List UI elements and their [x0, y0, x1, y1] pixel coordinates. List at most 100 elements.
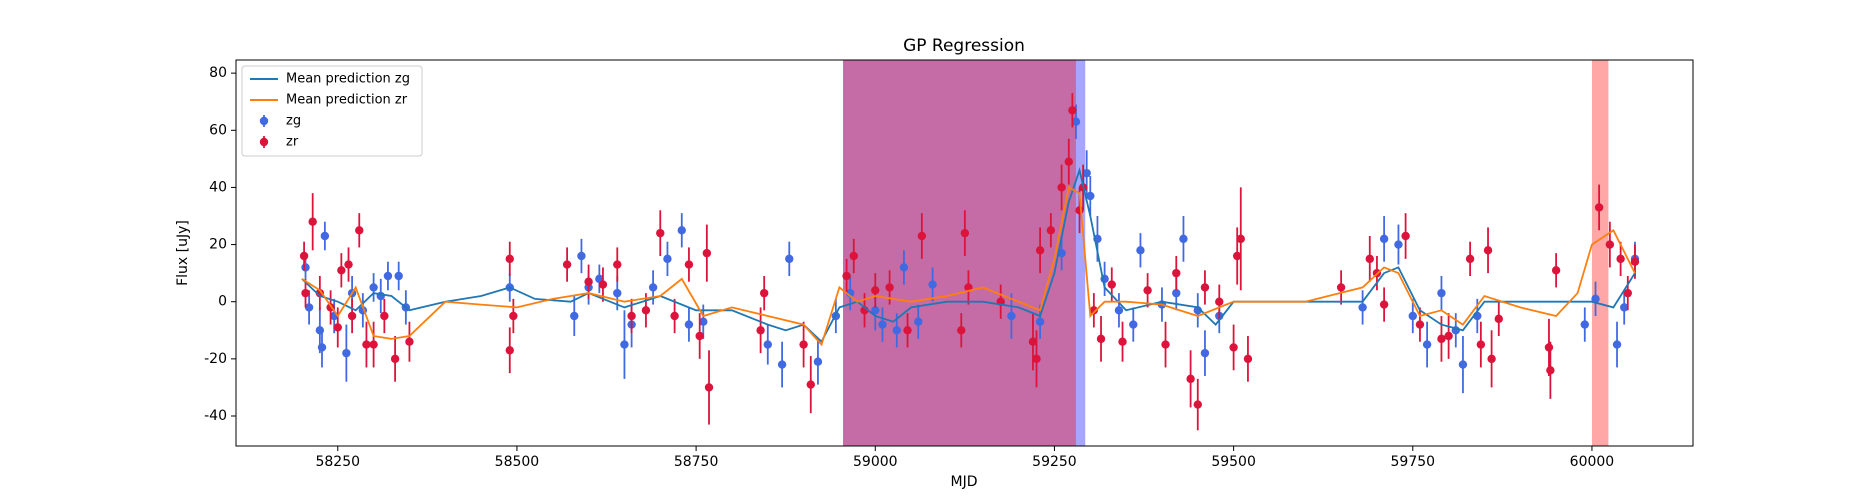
data-point — [1035, 317, 1045, 326]
data-point — [1437, 334, 1446, 344]
data-point — [1546, 366, 1555, 375]
data-point — [308, 217, 317, 226]
y-tick-label: 60 — [209, 122, 227, 138]
data-point — [620, 340, 629, 349]
data-point — [1172, 288, 1181, 298]
data-point — [1114, 306, 1124, 315]
data-point — [1172, 268, 1181, 278]
x-axis-label: MJD — [951, 474, 978, 490]
data-point — [759, 288, 769, 298]
data-point — [849, 251, 858, 261]
data-point — [1089, 306, 1099, 315]
y-tick-label: 20 — [209, 237, 227, 253]
data-point — [1200, 283, 1210, 292]
data-point — [315, 288, 325, 298]
data-point — [695, 331, 704, 341]
data-point — [505, 346, 514, 355]
data-point — [677, 226, 686, 235]
y-tick-label: 40 — [209, 179, 227, 195]
data-point — [333, 323, 342, 332]
data-point — [813, 357, 823, 366]
data-point — [1444, 331, 1453, 341]
x-tick-label: 60000 — [1570, 454, 1615, 470]
data-point — [806, 380, 815, 389]
data-point — [1465, 254, 1475, 264]
legend-box — [241, 65, 423, 157]
data-point — [702, 248, 712, 258]
data-point — [383, 271, 393, 281]
data-point — [1379, 234, 1389, 244]
y-tick-label: 0 — [218, 294, 227, 310]
data-point — [584, 277, 593, 286]
data-point — [1358, 303, 1367, 312]
data-point — [1379, 300, 1389, 309]
data-point — [1437, 288, 1446, 298]
data-point — [299, 251, 309, 261]
y-tick-label: 80 — [209, 65, 227, 81]
legend-swatch — [259, 116, 269, 126]
data-point — [337, 266, 346, 275]
data-point — [1107, 280, 1116, 289]
data-point — [405, 337, 414, 346]
data-point — [1594, 203, 1604, 212]
data-point — [663, 254, 672, 264]
data-point — [1215, 297, 1224, 306]
legend-swatch — [259, 137, 269, 147]
data-point — [394, 271, 403, 281]
data-point — [1179, 234, 1188, 244]
x-tick-label: 58500 — [495, 454, 540, 470]
data-point — [627, 311, 636, 321]
legend-label: Mean prediction zg — [286, 72, 410, 87]
data-point — [1071, 117, 1081, 126]
data-point — [1007, 311, 1016, 321]
data-point — [892, 326, 901, 335]
data-point — [598, 280, 608, 289]
data-point — [1544, 343, 1554, 352]
data-point — [684, 260, 694, 269]
data-point — [577, 251, 586, 261]
data-point — [562, 260, 572, 269]
data-point — [1068, 106, 1077, 115]
data-point — [871, 286, 880, 295]
data-point — [656, 228, 665, 238]
data-point — [1630, 257, 1640, 266]
data-point — [960, 228, 970, 238]
data-point — [899, 263, 909, 272]
data-point — [641, 306, 651, 315]
data-point — [777, 360, 787, 369]
data-point — [1458, 360, 1468, 369]
data-point — [670, 311, 679, 321]
y-tick-label: -40 — [204, 408, 227, 424]
data-point — [756, 326, 765, 335]
data-point — [928, 280, 937, 289]
x-tick-label: 58250 — [315, 454, 360, 470]
data-point — [763, 340, 772, 349]
data-point — [304, 303, 314, 312]
data-point — [1143, 286, 1152, 295]
data-point — [342, 348, 351, 358]
data-point — [1605, 240, 1615, 249]
data-point — [1483, 246, 1493, 255]
data-point — [570, 311, 579, 321]
data-point — [1422, 340, 1432, 349]
data-point — [1028, 337, 1038, 346]
x-tick-label: 59750 — [1391, 454, 1436, 470]
data-point — [878, 320, 887, 329]
data-point — [320, 231, 330, 241]
data-point — [1591, 294, 1600, 304]
data-point — [917, 231, 927, 241]
legend-label: Mean prediction zr — [286, 93, 408, 108]
chart-title: GP Regression — [903, 36, 1025, 56]
data-point — [355, 226, 364, 235]
data-point — [1082, 168, 1091, 178]
data-point — [1229, 343, 1238, 352]
data-point — [1476, 340, 1486, 349]
data-point — [1086, 191, 1095, 201]
data-point — [390, 354, 400, 364]
legend-label: zr — [286, 135, 299, 150]
data-point — [699, 317, 708, 326]
data-point — [903, 326, 912, 335]
data-point — [1161, 340, 1170, 349]
data-point — [885, 283, 894, 292]
plot-frame — [235, 59, 1694, 447]
